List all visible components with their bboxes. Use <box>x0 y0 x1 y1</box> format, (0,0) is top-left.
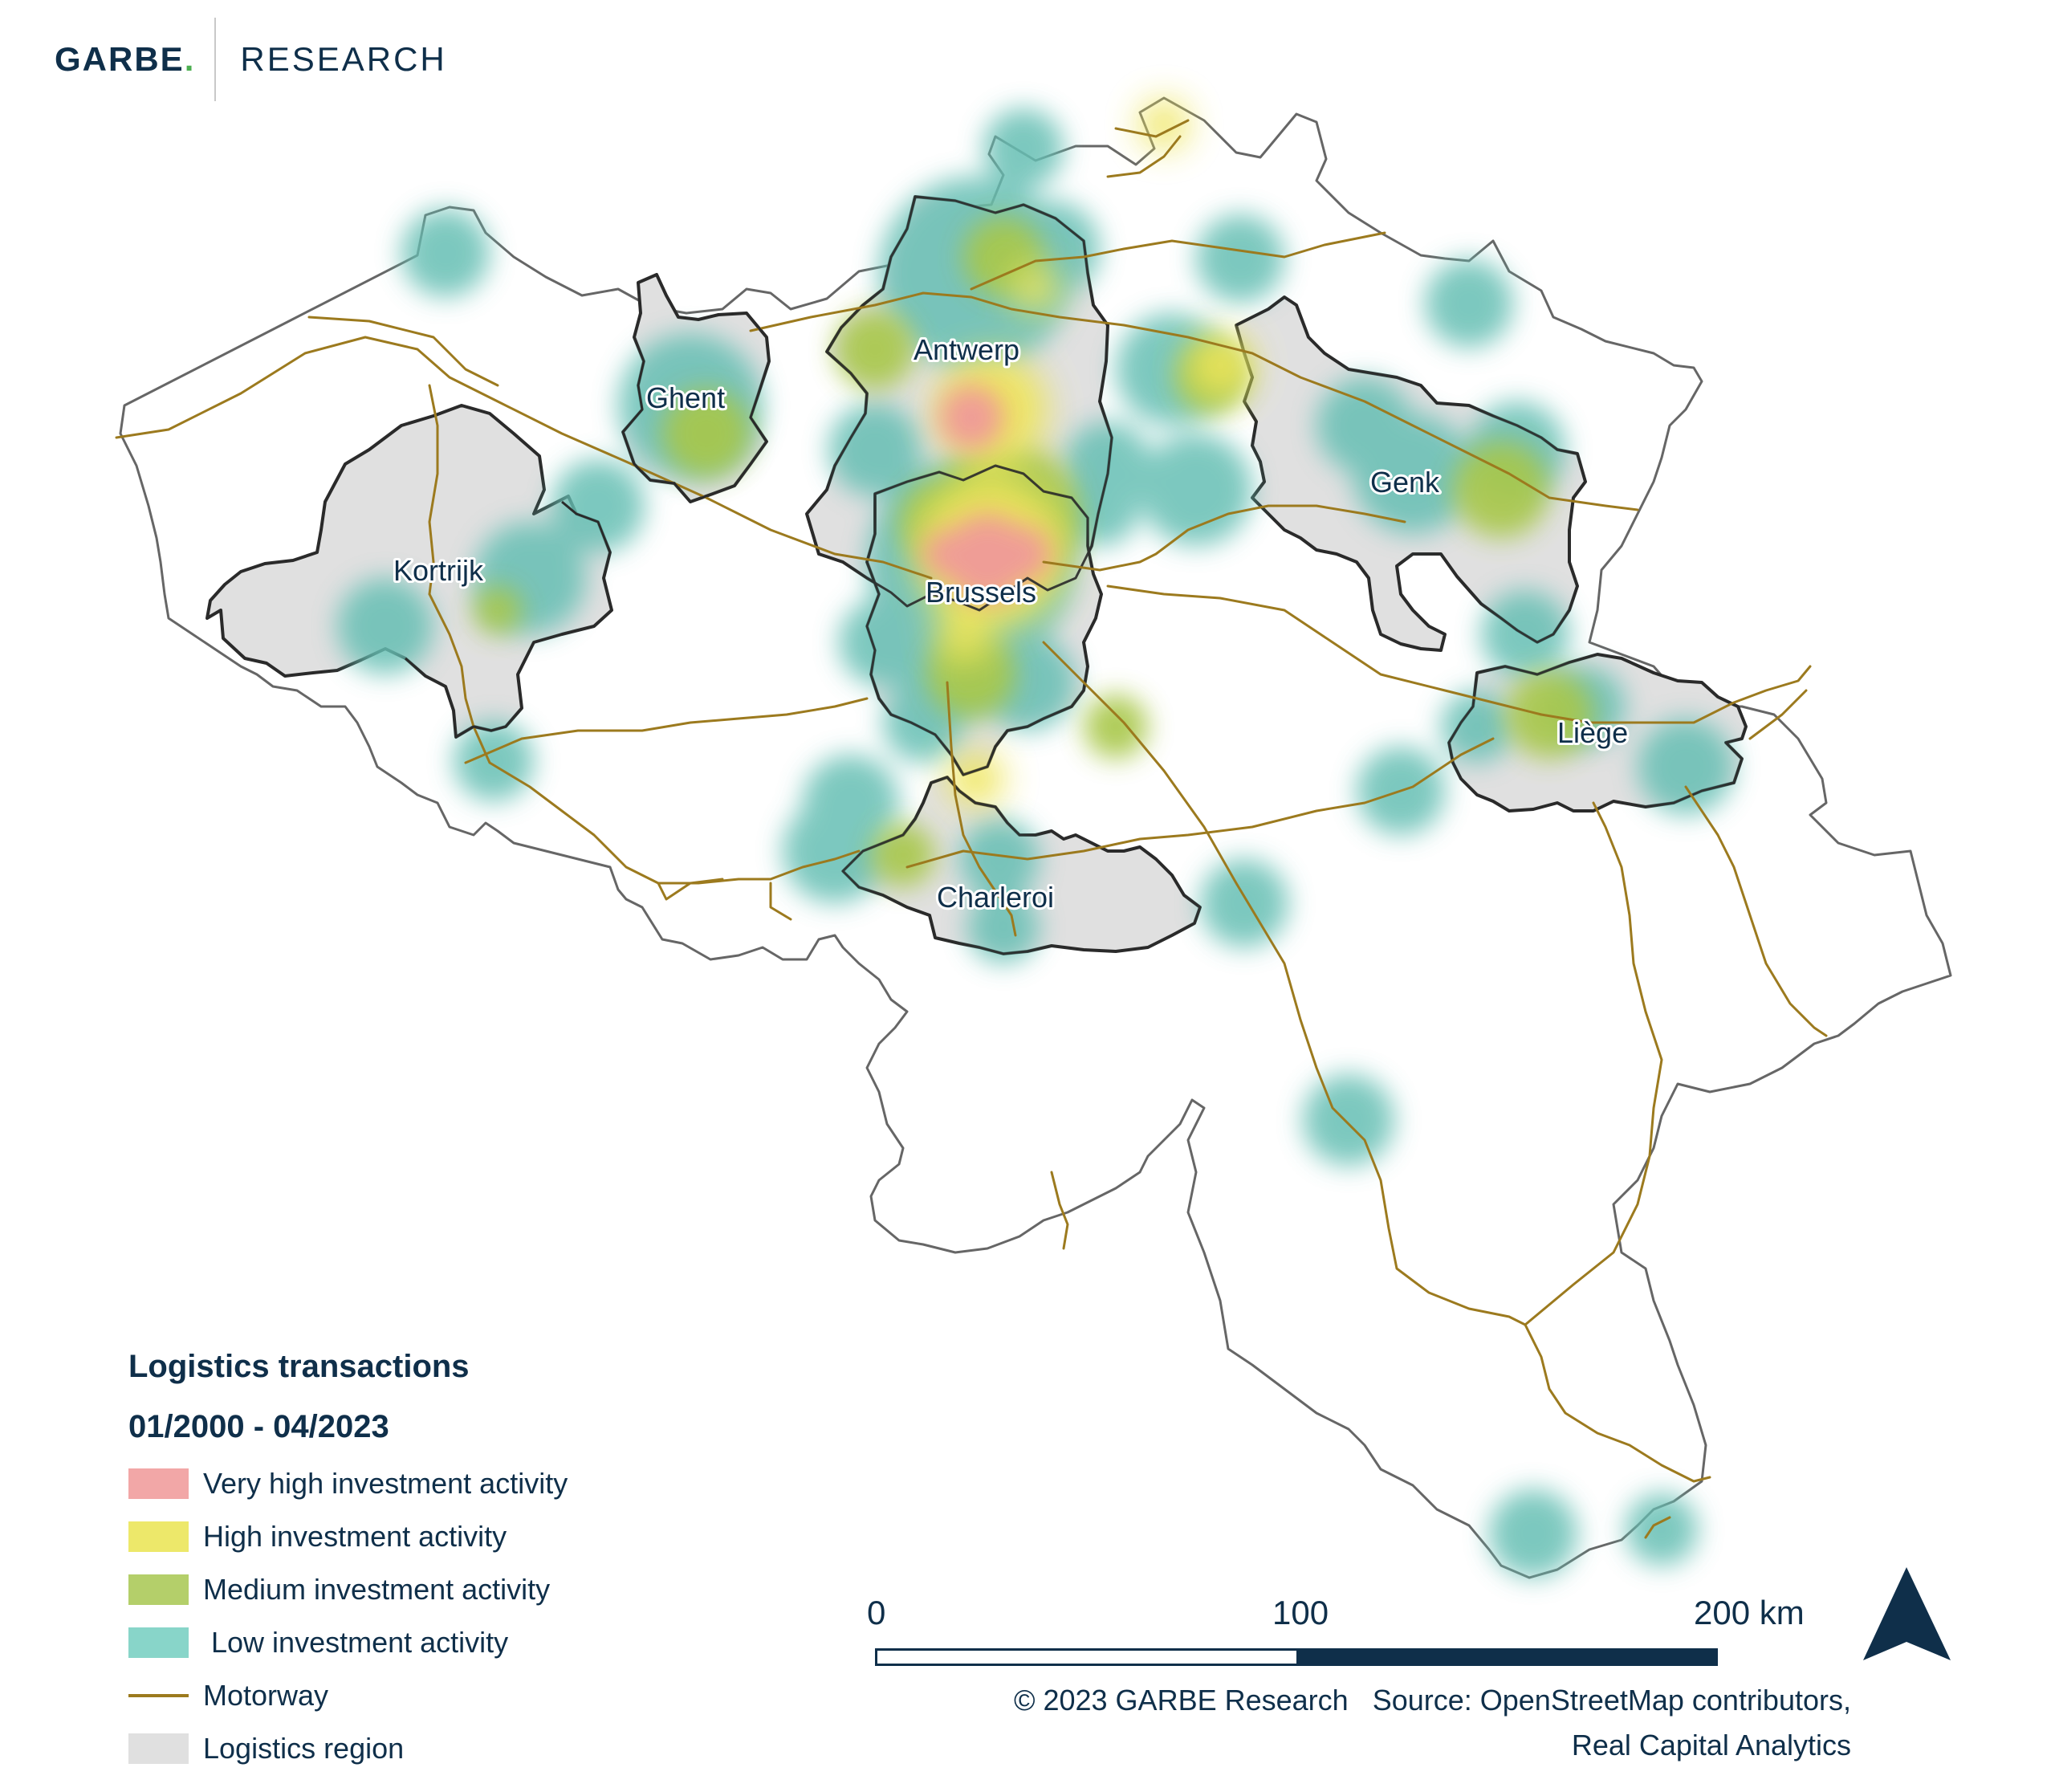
legend-label: Logistics region <box>203 1732 405 1765</box>
legend-swatch-motorway <box>128 1694 189 1697</box>
scale-bar-graphic <box>875 1648 1718 1666</box>
city-label-kortrijk: Kortrijk <box>393 554 484 587</box>
scale-bar: 0 100 200 km <box>867 1594 1830 1674</box>
legend-item-logistics-region: Logistics region <box>128 1722 568 1775</box>
legend-label: Motorway <box>203 1679 329 1712</box>
brand-dot: . <box>184 40 194 78</box>
legend-label: High investment activity <box>203 1520 507 1553</box>
brand-logo: GARBE. RESEARCH <box>55 18 447 101</box>
motorways <box>115 119 1828 1539</box>
scale-label-0: 0 <box>867 1594 886 1631</box>
scale-label-100: 100 <box>1272 1594 1329 1631</box>
legend-period: 01/2000 - 04/2023 <box>128 1409 389 1444</box>
legend-swatch-low <box>128 1627 189 1658</box>
city-label-ghent: Ghent <box>646 381 725 414</box>
city-labels: Antwerp Ghent Kortrijk Brussels Genk Liè… <box>391 331 1630 916</box>
legend-item-motorway: Motorway <box>128 1669 568 1722</box>
legend-title: Logistics transactions <box>128 1349 470 1384</box>
legend-label: Medium investment activity <box>203 1573 551 1606</box>
brand-department: RESEARCH <box>240 40 447 78</box>
investment-heatmap <box>337 100 1734 1578</box>
copyright: © 2023 GARBE Research <box>1013 1684 1349 1717</box>
heat-very-high <box>923 385 1052 602</box>
legend-swatch-high <box>128 1521 189 1552</box>
legend-item-very-high: Very high investment activity <box>128 1457 568 1510</box>
source-line-1: Source: OpenStreetMap contributors, <box>1372 1684 1851 1717</box>
logo-divider <box>214 18 217 101</box>
logistics-region-outlines <box>805 195 1748 955</box>
legend-swatch-medium <box>128 1574 189 1605</box>
scale-segment-white <box>877 1651 1296 1664</box>
legend-label: Very high investment activity <box>203 1467 568 1500</box>
scale-segment-dark <box>1296 1651 1715 1664</box>
legend-label: Low investment activity <box>203 1626 509 1659</box>
attribution-line-1: © 2023 GARBE Research Source: OpenStreet… <box>1014 1678 1851 1723</box>
scale-label-200: 200 km <box>1694 1594 1805 1631</box>
legend-swatch-very-high <box>128 1468 189 1499</box>
city-label-charleroi: Charleroi <box>937 881 1054 914</box>
legend-swatch-logistics-region <box>128 1733 189 1764</box>
region-outlines-west <box>405 273 771 739</box>
legend-item-low: Low investment activity <box>128 1616 568 1669</box>
north-arrow-icon <box>1863 1567 1951 1660</box>
city-label-genk: Genk <box>1370 466 1440 499</box>
source-line-2: Real Capital Analytics <box>1571 1729 1851 1761</box>
attribution: © 2023 GARBE Research Source: OpenStreet… <box>1014 1678 1851 1768</box>
city-label-antwerp: Antwerp <box>914 333 1019 366</box>
legend-item-medium: Medium investment activity <box>128 1563 568 1616</box>
city-label-liege: Liège <box>1557 716 1628 749</box>
brand-name: GARBE <box>55 40 185 78</box>
city-label-brussels: Brussels <box>926 576 1036 609</box>
map-legend: Logistics transactions 01/2000 - 04/2023… <box>128 1337 568 1775</box>
legend-item-high: High investment activity <box>128 1510 568 1563</box>
